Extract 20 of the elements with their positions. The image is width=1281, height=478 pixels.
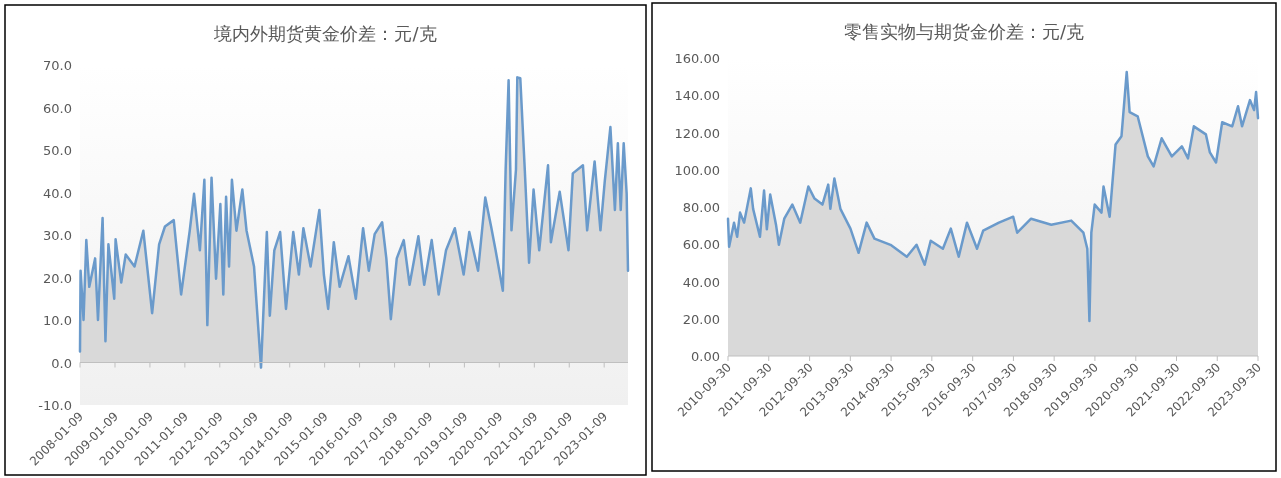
y-tick-label: 60.0: [43, 100, 72, 116]
y-tick-label: 10.0: [43, 313, 72, 328]
y-tick-label: 20.0: [43, 270, 72, 286]
y-tick-label: 160.00: [674, 51, 720, 66]
y-tick-label: -10.0: [38, 398, 72, 413]
y-tick-label: 30.0: [43, 228, 72, 243]
y-tick-label: 100.00: [674, 162, 720, 178]
chart-title: 境内外期货黄金价差：元/克: [213, 23, 437, 44]
y-tick-label: 40.00: [682, 274, 720, 290]
y-tick-label: 80.00: [682, 200, 720, 215]
y-tick-label: 20.00: [682, 311, 720, 327]
y-tick-label: 70.0: [43, 58, 72, 73]
y-tick-label: 140.00: [674, 88, 720, 104]
y-tick-label: 40.0: [43, 185, 72, 201]
y-tick-label: 0.00: [691, 349, 720, 364]
y-tick-label: 60.00: [682, 237, 720, 253]
y-tick-label: 120.00: [674, 125, 720, 141]
y-tick-label: 0.0: [51, 355, 72, 371]
y-tick-label: 50.0: [43, 143, 72, 158]
chart-title: 零售实物与期货金价差：元/克: [843, 21, 1085, 42]
